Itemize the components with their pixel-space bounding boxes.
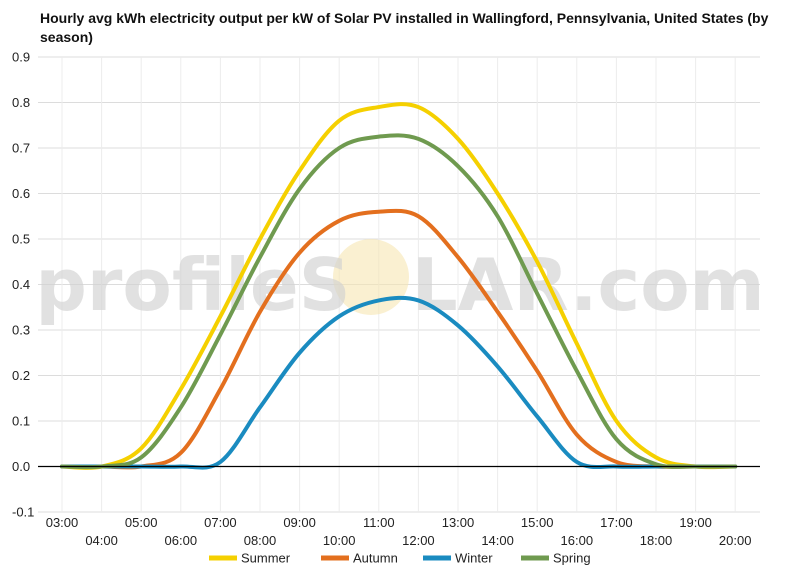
legend-label-winter: Winter	[455, 551, 493, 566]
y-tick-label: -0.1	[12, 505, 34, 520]
x-tick-label: 09:00	[283, 515, 316, 530]
y-tick-label: 0.7	[12, 141, 30, 156]
x-tick-label: 10:00	[323, 533, 356, 548]
x-tick-label: 17:00	[600, 515, 633, 530]
legend-label-spring: Spring	[553, 551, 591, 566]
watermark-sun-icon	[333, 239, 409, 315]
series-line-spring	[60, 133, 738, 470]
y-tick-label: 0.4	[12, 277, 30, 292]
x-tick-label: 18:00	[640, 533, 673, 548]
y-tick-label: 0.9	[12, 50, 30, 65]
y-tick-label: 0.8	[12, 95, 30, 110]
y-tick-label: 0.0	[12, 459, 30, 474]
x-tick-label: 16:00	[561, 533, 594, 548]
y-tick-label: 0.1	[12, 414, 30, 429]
series-layer	[60, 102, 738, 470]
x-tick-label: 14:00	[481, 533, 514, 548]
x-tick-label: 07:00	[204, 515, 237, 530]
x-tick-label: 13:00	[442, 515, 475, 530]
series-line-autumn	[60, 208, 738, 470]
grid-layer	[38, 56, 760, 513]
legend-swatch-spring	[521, 555, 549, 561]
y-tick-label: 0.3	[12, 323, 30, 338]
legend-swatch-winter	[423, 555, 451, 561]
y-tick-label: 0.5	[12, 232, 30, 247]
x-tick-label: 05:00	[125, 515, 158, 530]
legend: Summer Autumn Winter Spring	[209, 551, 591, 566]
x-tick-label: 04:00	[85, 533, 118, 548]
legend-label-autumn: Autumn	[353, 551, 398, 566]
legend-swatch-autumn	[321, 555, 349, 561]
chart-title: Hourly avg kWh electricity output per kW…	[40, 10, 769, 45]
x-tick-label: 12:00	[402, 533, 435, 548]
x-tick-label: 19:00	[679, 515, 712, 530]
x-tick-label: 11:00	[363, 515, 395, 530]
x-tick-label: 03:00	[46, 515, 79, 530]
x-tick-label: 08:00	[244, 533, 277, 548]
y-tick-label: 0.6	[12, 186, 30, 201]
watermark: profileSOLAR.com	[35, 239, 765, 327]
axis-layer: -0.1 0.0 0.1 0.2 0.3 0.4 0.5 0.6 0.7 0.8 0.9 03:00 0…	[12, 50, 760, 548]
x-tick-label: 06:00	[165, 533, 198, 548]
legend-label-summer: Summer	[241, 551, 291, 566]
x-tick-label: 20:00	[719, 533, 752, 548]
legend-swatch-summer	[209, 555, 237, 561]
x-tick-label: 15:00	[521, 515, 554, 530]
series-line-summer	[60, 102, 738, 470]
y-tick-label: 0.2	[12, 368, 30, 383]
watermark-text: profileSOLAR.com	[35, 243, 764, 327]
